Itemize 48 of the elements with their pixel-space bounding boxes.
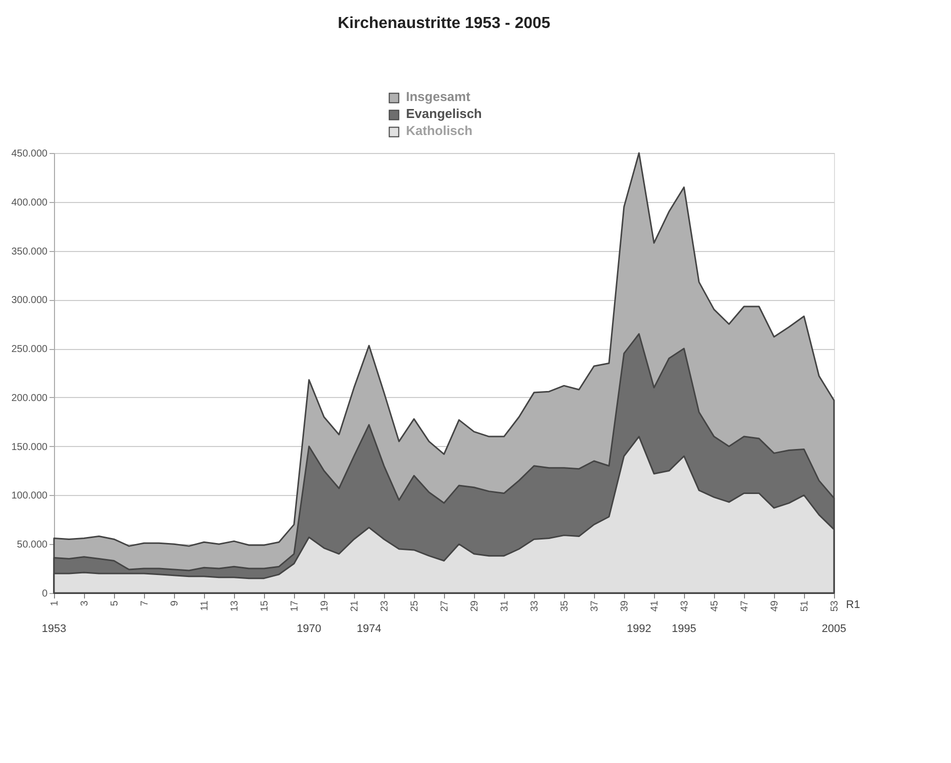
x-tick-label: 3 [80, 600, 90, 606]
x-tick-label: 35 [560, 600, 570, 612]
x-tick-label: 23 [380, 600, 390, 612]
legend-label: Evangelisch [406, 106, 482, 121]
x-tick-label: 13 [230, 600, 240, 612]
x-tick-label: 7 [140, 600, 150, 606]
x-tick-label: 11 [200, 600, 210, 611]
x-tick-label: 53 [830, 600, 840, 612]
y-tick-label: 300.000 [11, 295, 48, 306]
annotation: 1995 [672, 623, 696, 635]
annotation: 1970 [296, 623, 322, 635]
x-tick-label: 43 [680, 600, 690, 612]
y-tick-label: 100.000 [11, 490, 48, 502]
x-tick-label: 33 [530, 600, 540, 612]
legend-label: Katholisch [406, 123, 473, 138]
x-tick-label: 19 [320, 600, 330, 612]
y-tick-label: 150.000 [11, 442, 48, 453]
chart-title: Kirchenaustritte 1953 - 2005 [338, 15, 550, 32]
legend-label: Insgesamt [406, 89, 471, 104]
annotation: 1992 [626, 623, 652, 635]
x-tick-label: 1 [50, 600, 60, 606]
text: R1 [846, 599, 860, 611]
y-tick-label: 200.000 [11, 392, 48, 404]
x-tick-label: 37 [590, 600, 600, 612]
x-tick-label: 9 [170, 600, 180, 606]
y-tick-label: 450.000 [11, 148, 48, 160]
annotation: 1953 [42, 623, 66, 635]
y-tick-label: 400.000 [11, 197, 48, 208]
annotation: 2005 [822, 623, 846, 635]
x-tick-label: 15 [260, 600, 270, 612]
x-tick-label: 31 [500, 600, 510, 612]
x-tick-label: 47 [740, 600, 750, 612]
y-tick-label: 350.000 [11, 246, 48, 258]
x-tick-label: 21 [350, 600, 360, 612]
y-tick-label: 0 [42, 588, 48, 600]
x-tick-label: 29 [470, 600, 480, 612]
x-tick-label: 49 [770, 600, 780, 612]
x-tick-label: 5 [110, 600, 120, 606]
x-tick-label: 25 [410, 600, 420, 612]
x-tick-label: 41 [650, 600, 660, 612]
x-tick-label: 51 [800, 600, 810, 612]
x-tick-label: 27 [440, 600, 450, 612]
y-tick-label: 50.000 [16, 540, 48, 551]
x-tick-label: 45 [710, 600, 720, 612]
x-tick-label: 17 [290, 600, 300, 612]
x-tick-label: 39 [620, 600, 630, 612]
annotation: 1974 [356, 623, 382, 635]
y-tick-label: 250.000 [11, 344, 48, 356]
